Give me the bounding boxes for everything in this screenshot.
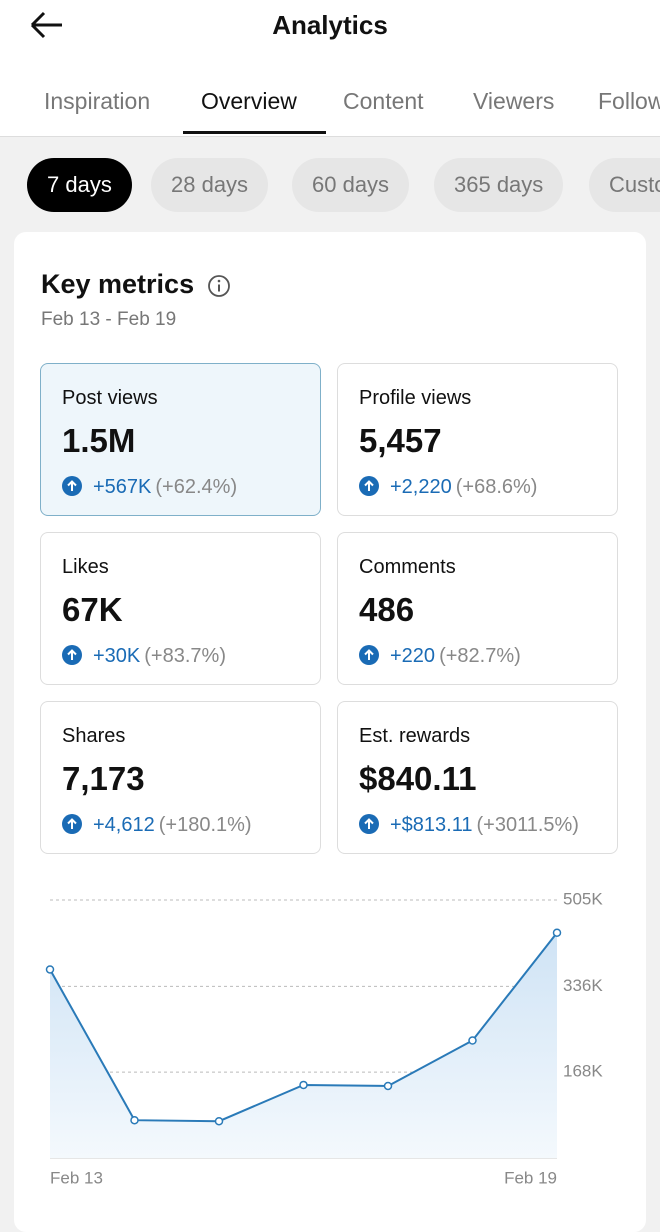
back-button[interactable] bbox=[28, 10, 66, 40]
x-tick-label: Feb 19 bbox=[504, 1168, 557, 1187]
arrow bbox=[67, 818, 77, 829]
data-point bbox=[468, 1036, 477, 1045]
change-value: +$813.11 bbox=[390, 814, 473, 836]
tab-underline bbox=[183, 131, 326, 134]
metric-value: 5,457 bbox=[359, 422, 442, 459]
page-title: Analytics bbox=[272, 10, 388, 40]
arrow bbox=[364, 818, 374, 829]
change-value: +220 bbox=[390, 645, 436, 667]
up-arrow-icon bbox=[359, 814, 379, 834]
top-bar bbox=[0, 0, 660, 137]
up-arrow-icon bbox=[62, 645, 82, 665]
data-point bbox=[552, 928, 562, 937]
metric-card[interactable]: Profile views 5,457 +2,220 (+68.6%) bbox=[337, 363, 618, 516]
data-point bbox=[45, 965, 55, 974]
change-percent: (+3011.5%) bbox=[476, 814, 579, 836]
arrow bbox=[67, 649, 77, 660]
metric-change: +2,220 (+68.6%) bbox=[390, 476, 537, 499]
info-icon[interactable] bbox=[207, 274, 231, 298]
change-value: +30K bbox=[93, 645, 141, 667]
metric-label: Likes bbox=[62, 556, 109, 578]
change-value: +567K bbox=[93, 476, 152, 498]
arrow bbox=[67, 480, 77, 491]
metric-change: +$813.11 (+3011.5%) bbox=[390, 814, 579, 837]
metric-change: +4,612 (+180.1%) bbox=[93, 814, 252, 837]
metric-value: 1.5M bbox=[62, 422, 136, 459]
tab[interactable]: Viewers bbox=[473, 88, 555, 114]
change-value: +4,612 bbox=[93, 814, 155, 836]
range-bar: 7 days 28 days 60 days 365 days Custom bbox=[0, 0, 660, 230]
date-range: Feb 13 - Feb 19 bbox=[41, 309, 177, 330]
arrow bbox=[364, 480, 374, 491]
data-point bbox=[383, 1081, 393, 1091]
range-chip[interactable]: 60 days bbox=[292, 158, 410, 212]
metric-label: Est. rewards bbox=[359, 725, 471, 747]
metric-value: 486 bbox=[359, 591, 415, 628]
change-percent: (+68.6%) bbox=[455, 476, 538, 498]
chart: 168K 336K 505K Feb 13 Feb 19 bbox=[45, 889, 603, 1187]
metric-card[interactable]: Shares 7,173 +4,612 (+180.1%) bbox=[40, 701, 321, 854]
tab[interactable]: Overview bbox=[201, 88, 297, 114]
data-point bbox=[299, 1080, 308, 1090]
change-percent: (+180.1%) bbox=[158, 814, 252, 836]
metric-card[interactable]: Post views 1.5M +567K (+62.4%) bbox=[40, 363, 321, 516]
metric-label: Shares bbox=[62, 725, 126, 747]
data-point bbox=[130, 1115, 139, 1125]
tab[interactable]: Content bbox=[343, 88, 424, 114]
section-title: Key metrics bbox=[41, 269, 195, 299]
metric-change: +30K (+83.7%) bbox=[93, 645, 226, 668]
metric-value: $840.11 bbox=[359, 760, 477, 797]
range-chip[interactable]: 365 days bbox=[434, 158, 564, 212]
x-tick-label: Feb 13 bbox=[50, 1168, 103, 1187]
up-arrow-icon bbox=[62, 476, 82, 496]
range-chip[interactable]: 28 days bbox=[151, 158, 269, 212]
data-point bbox=[214, 1116, 224, 1126]
arrow bbox=[364, 649, 374, 660]
up-arrow-icon bbox=[359, 476, 379, 496]
range-chip[interactable]: Custom bbox=[589, 158, 660, 212]
metric-change: +567K (+62.4%) bbox=[93, 476, 237, 499]
metric-card[interactable]: Comments 486 +220 (+82.7%) bbox=[337, 532, 618, 685]
y-tick-label: 168K bbox=[563, 1062, 603, 1081]
y-tick-label: 505K bbox=[563, 889, 603, 908]
metric-value: 67K bbox=[62, 591, 123, 628]
metric-card[interactable]: Est. rewards $840.11 +$813.11 (+3011.5%) bbox=[337, 701, 618, 854]
up-arrow-icon bbox=[359, 645, 379, 665]
metric-card[interactable]: Likes 67K +30K (+83.7%) bbox=[40, 532, 321, 685]
tab-bar: Inspiration Overview Content Viewers Followe… bbox=[0, 0, 660, 136]
change-value: +2,220 bbox=[390, 476, 452, 498]
tab[interactable]: Inspiration bbox=[44, 88, 151, 114]
metric-label: Profile views bbox=[359, 387, 472, 409]
metric-change: +220 (+82.7%) bbox=[390, 645, 521, 668]
tab[interactable]: Followers bbox=[598, 88, 660, 114]
change-percent: (+82.7%) bbox=[439, 645, 521, 667]
up-arrow-icon bbox=[62, 814, 82, 834]
metric-label: Post views bbox=[62, 387, 158, 409]
metric-label: Comments bbox=[359, 556, 456, 578]
area bbox=[50, 932, 557, 1158]
change-percent: (+83.7%) bbox=[144, 645, 226, 667]
change-percent: (+62.4%) bbox=[155, 476, 238, 498]
range-chip[interactable]: 7 days bbox=[27, 158, 132, 212]
metric-value: 7,173 bbox=[62, 760, 145, 797]
y-tick-label: 336K bbox=[563, 976, 603, 995]
